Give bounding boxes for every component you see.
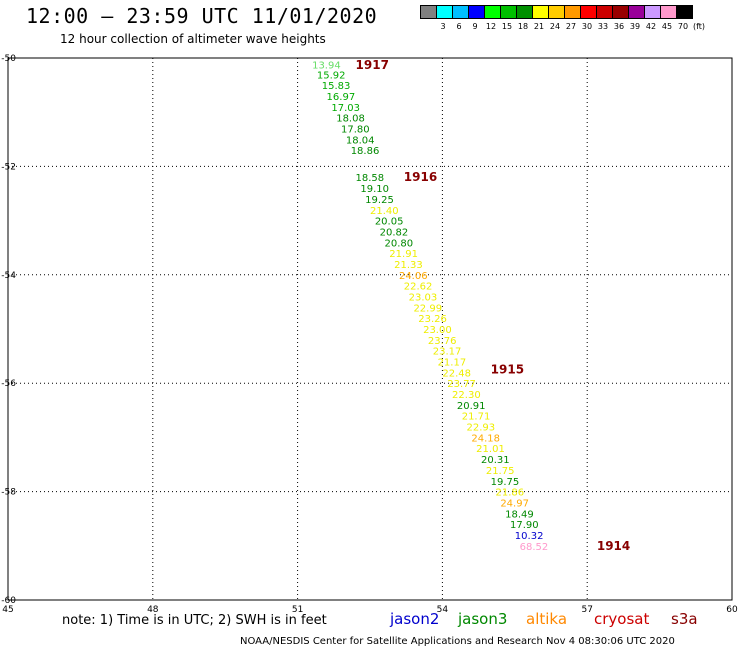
swh-value: 15.92 xyxy=(317,70,346,81)
swh-value: 20.82 xyxy=(380,227,409,238)
time-label: 1914 xyxy=(597,539,630,553)
swh-value: 22.99 xyxy=(413,303,442,314)
x-tick-label: 48 xyxy=(147,605,159,615)
swh-value: 68.52 xyxy=(520,542,549,553)
y-tick-label: -52 xyxy=(1,162,16,172)
swh-value: 19.75 xyxy=(491,477,520,488)
colorbar-label: 30 xyxy=(581,22,593,31)
colorbar-label: 36 xyxy=(613,22,625,31)
colorbar-labels: 3 6 9 12 15 18 21 24 27 30 33 36 39 42 45 70 (ft) xyxy=(421,22,740,34)
swh-value: 17.03 xyxy=(331,103,360,114)
footer-text: NOAA/NESDIS Center for Satellite Applica… xyxy=(240,636,675,647)
swh-value: 23.03 xyxy=(409,292,438,303)
x-tick-label: 45 xyxy=(2,605,13,615)
swh-value: 19.10 xyxy=(360,184,389,195)
swh-value: 23.17 xyxy=(433,347,462,358)
note-text: note: 1) Time is in UTC; 2) SWH is in fe… xyxy=(62,613,327,628)
y-tick-label: -54 xyxy=(1,271,16,281)
swh-value: 13.94 xyxy=(312,61,341,72)
colorbar-label: (ft) xyxy=(692,22,706,31)
chart-title: 12:00 – 23:59 UTC 11/01/2020 xyxy=(26,4,378,28)
colorbar-label: 70 xyxy=(677,22,689,31)
swh-value: 24.18 xyxy=(471,433,500,444)
satellite-legend-item: altika xyxy=(526,610,568,628)
swh-value: 21.17 xyxy=(438,358,467,369)
satellite-legend-item: cryosat xyxy=(594,610,650,628)
satellite-legend-item: jason3 xyxy=(458,610,508,628)
swh-value: 24.97 xyxy=(500,498,529,509)
colorbar-label: 6 xyxy=(456,22,462,31)
y-tick-label: -58 xyxy=(1,488,16,498)
swh-value: 18.08 xyxy=(336,114,365,125)
colorbar-label: 21 xyxy=(533,22,545,31)
y-tick-label: -60 xyxy=(1,596,16,606)
swh-value: 20.91 xyxy=(457,401,486,412)
colorbar xyxy=(420,5,693,19)
time-label: 1917 xyxy=(356,58,389,72)
chart-subtitle: 12 hour collection of altimeter wave hei… xyxy=(60,32,326,46)
swh-value: 18.86 xyxy=(351,146,380,157)
colorbar-label: 18 xyxy=(517,22,529,31)
colorbar-label: 39 xyxy=(629,22,641,31)
swh-value: 22.30 xyxy=(452,390,481,401)
colorbar-label: 33 xyxy=(597,22,609,31)
swh-value: 22.62 xyxy=(404,282,433,293)
swh-value: 24.06 xyxy=(399,271,428,282)
swh-value: 23.00 xyxy=(423,325,452,336)
x-tick-label: 54 xyxy=(437,605,449,615)
swh-value: 20.05 xyxy=(375,217,404,228)
colorbar-label: 12 xyxy=(485,22,497,31)
y-tick-label: -56 xyxy=(1,379,16,389)
y-tick-label: -50 xyxy=(1,54,16,64)
time-label: 1915 xyxy=(491,363,524,377)
colorbar-cell xyxy=(676,5,693,19)
swh-value: 21.01 xyxy=(476,444,505,455)
swh-value: 23.76 xyxy=(428,336,457,347)
swh-value: 18.04 xyxy=(346,135,375,146)
swh-value: 10.32 xyxy=(515,531,544,542)
swh-value: 18.49 xyxy=(505,509,534,520)
swh-value: 18.58 xyxy=(356,173,385,184)
colorbar-label: 3 xyxy=(440,22,446,31)
x-tick-label: 57 xyxy=(581,605,592,615)
colorbar-label: 42 xyxy=(645,22,657,31)
satellite-legend-item: jason2 xyxy=(390,610,440,628)
colorbar-label: 27 xyxy=(565,22,577,31)
swh-value: 22.93 xyxy=(467,423,496,434)
colorbar-label: 45 xyxy=(661,22,673,31)
swh-value: 20.31 xyxy=(481,455,510,466)
x-tick-label: 51 xyxy=(292,605,303,615)
swh-value: 17.80 xyxy=(341,124,370,135)
swh-value: 15.83 xyxy=(322,81,351,92)
swh-value: 23.26 xyxy=(418,314,447,325)
swh-value: 21.91 xyxy=(389,249,418,260)
swh-value: 23.77 xyxy=(447,379,476,390)
colorbar-label: 24 xyxy=(549,22,561,31)
swh-value: 16.97 xyxy=(327,92,356,103)
swh-value: 17.90 xyxy=(510,520,539,531)
colorbar-label: 9 xyxy=(472,22,478,31)
swh-value: 19.25 xyxy=(365,195,394,206)
swh-value: 22.48 xyxy=(442,368,471,379)
satellite-legend-item: s3a xyxy=(671,610,698,628)
swh-value: 21.40 xyxy=(370,206,399,217)
swh-value: 21.33 xyxy=(394,260,423,271)
x-tick-label: 60 xyxy=(726,605,738,615)
time-label: 1916 xyxy=(404,170,437,184)
colorbar-label: 15 xyxy=(501,22,513,31)
swh-value: 21.75 xyxy=(486,466,515,477)
swh-value: 21.71 xyxy=(462,412,491,423)
swh-value: 20.80 xyxy=(384,238,413,249)
plot-frame xyxy=(7,57,733,601)
swh-value: 21.86 xyxy=(495,488,524,499)
